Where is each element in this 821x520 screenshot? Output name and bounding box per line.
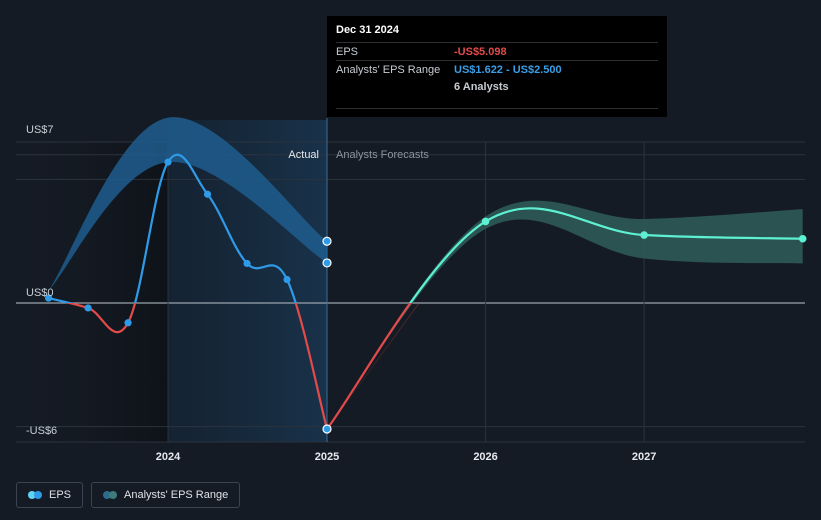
legend-eps-label: EPS <box>49 489 72 501</box>
forecast-label: Analysts Forecasts <box>336 149 429 161</box>
legend-eps[interactable]: EPS <box>16 482 84 508</box>
eps-point <box>243 259 251 268</box>
forecast-point <box>640 231 648 239</box>
y-tick-label: US$7 <box>26 124 54 136</box>
eps-point <box>84 304 92 312</box>
eps-range-band-past <box>48 117 328 291</box>
eps-forecast-line-negative <box>326 303 412 430</box>
x-tick-label: 2025 <box>315 451 339 463</box>
legend-range[interactable]: Analysts' EPS Range <box>91 482 241 508</box>
range-end-point <box>322 236 332 246</box>
legend-range-label: Analysts' EPS Range <box>124 489 229 501</box>
range-legend-icon <box>103 491 118 499</box>
eps-point <box>164 158 172 166</box>
forecast-point <box>481 217 490 226</box>
eps-range-band-forecast <box>327 200 803 429</box>
eps-legend-icon <box>28 491 42 499</box>
tooltip: Dec 31 2024 EPS -US$5.098 Analysts' EPS … <box>327 16 667 117</box>
legend: EPS Analysts' EPS Range <box>16 482 241 508</box>
forecast-point <box>798 234 807 243</box>
eps-point <box>203 190 212 198</box>
tooltip-eps-value: -US$5.098 <box>454 46 507 58</box>
range-end-point <box>322 258 332 268</box>
actual-label: Actual <box>288 149 319 161</box>
x-tick-label: 2027 <box>632 451 656 463</box>
tooltip-date: Dec 31 2024 <box>336 24 399 36</box>
tooltip-range-label: Analysts' EPS Range <box>336 64 441 76</box>
eps-point <box>322 424 332 434</box>
tooltip-analysts: 6 Analysts <box>454 81 509 93</box>
tooltip-range-value: US$1.622 - US$2.500 <box>454 64 562 76</box>
x-tick-label: 2024 <box>156 451 181 463</box>
forecast-fade-edge <box>326 302 420 430</box>
eps-actual-line-negative <box>65 303 329 430</box>
eps-point <box>283 275 291 284</box>
eps-point <box>124 319 132 327</box>
eps-point <box>44 294 53 302</box>
x-tick-label: 2026 <box>473 451 497 463</box>
eps-forecast-line-positive <box>408 207 803 303</box>
y-tick-label: US$0 <box>26 287 54 299</box>
y-tick-label: -US$6 <box>26 425 57 437</box>
past-region-shade <box>16 142 168 442</box>
tooltip-eps-label: EPS <box>336 46 359 58</box>
